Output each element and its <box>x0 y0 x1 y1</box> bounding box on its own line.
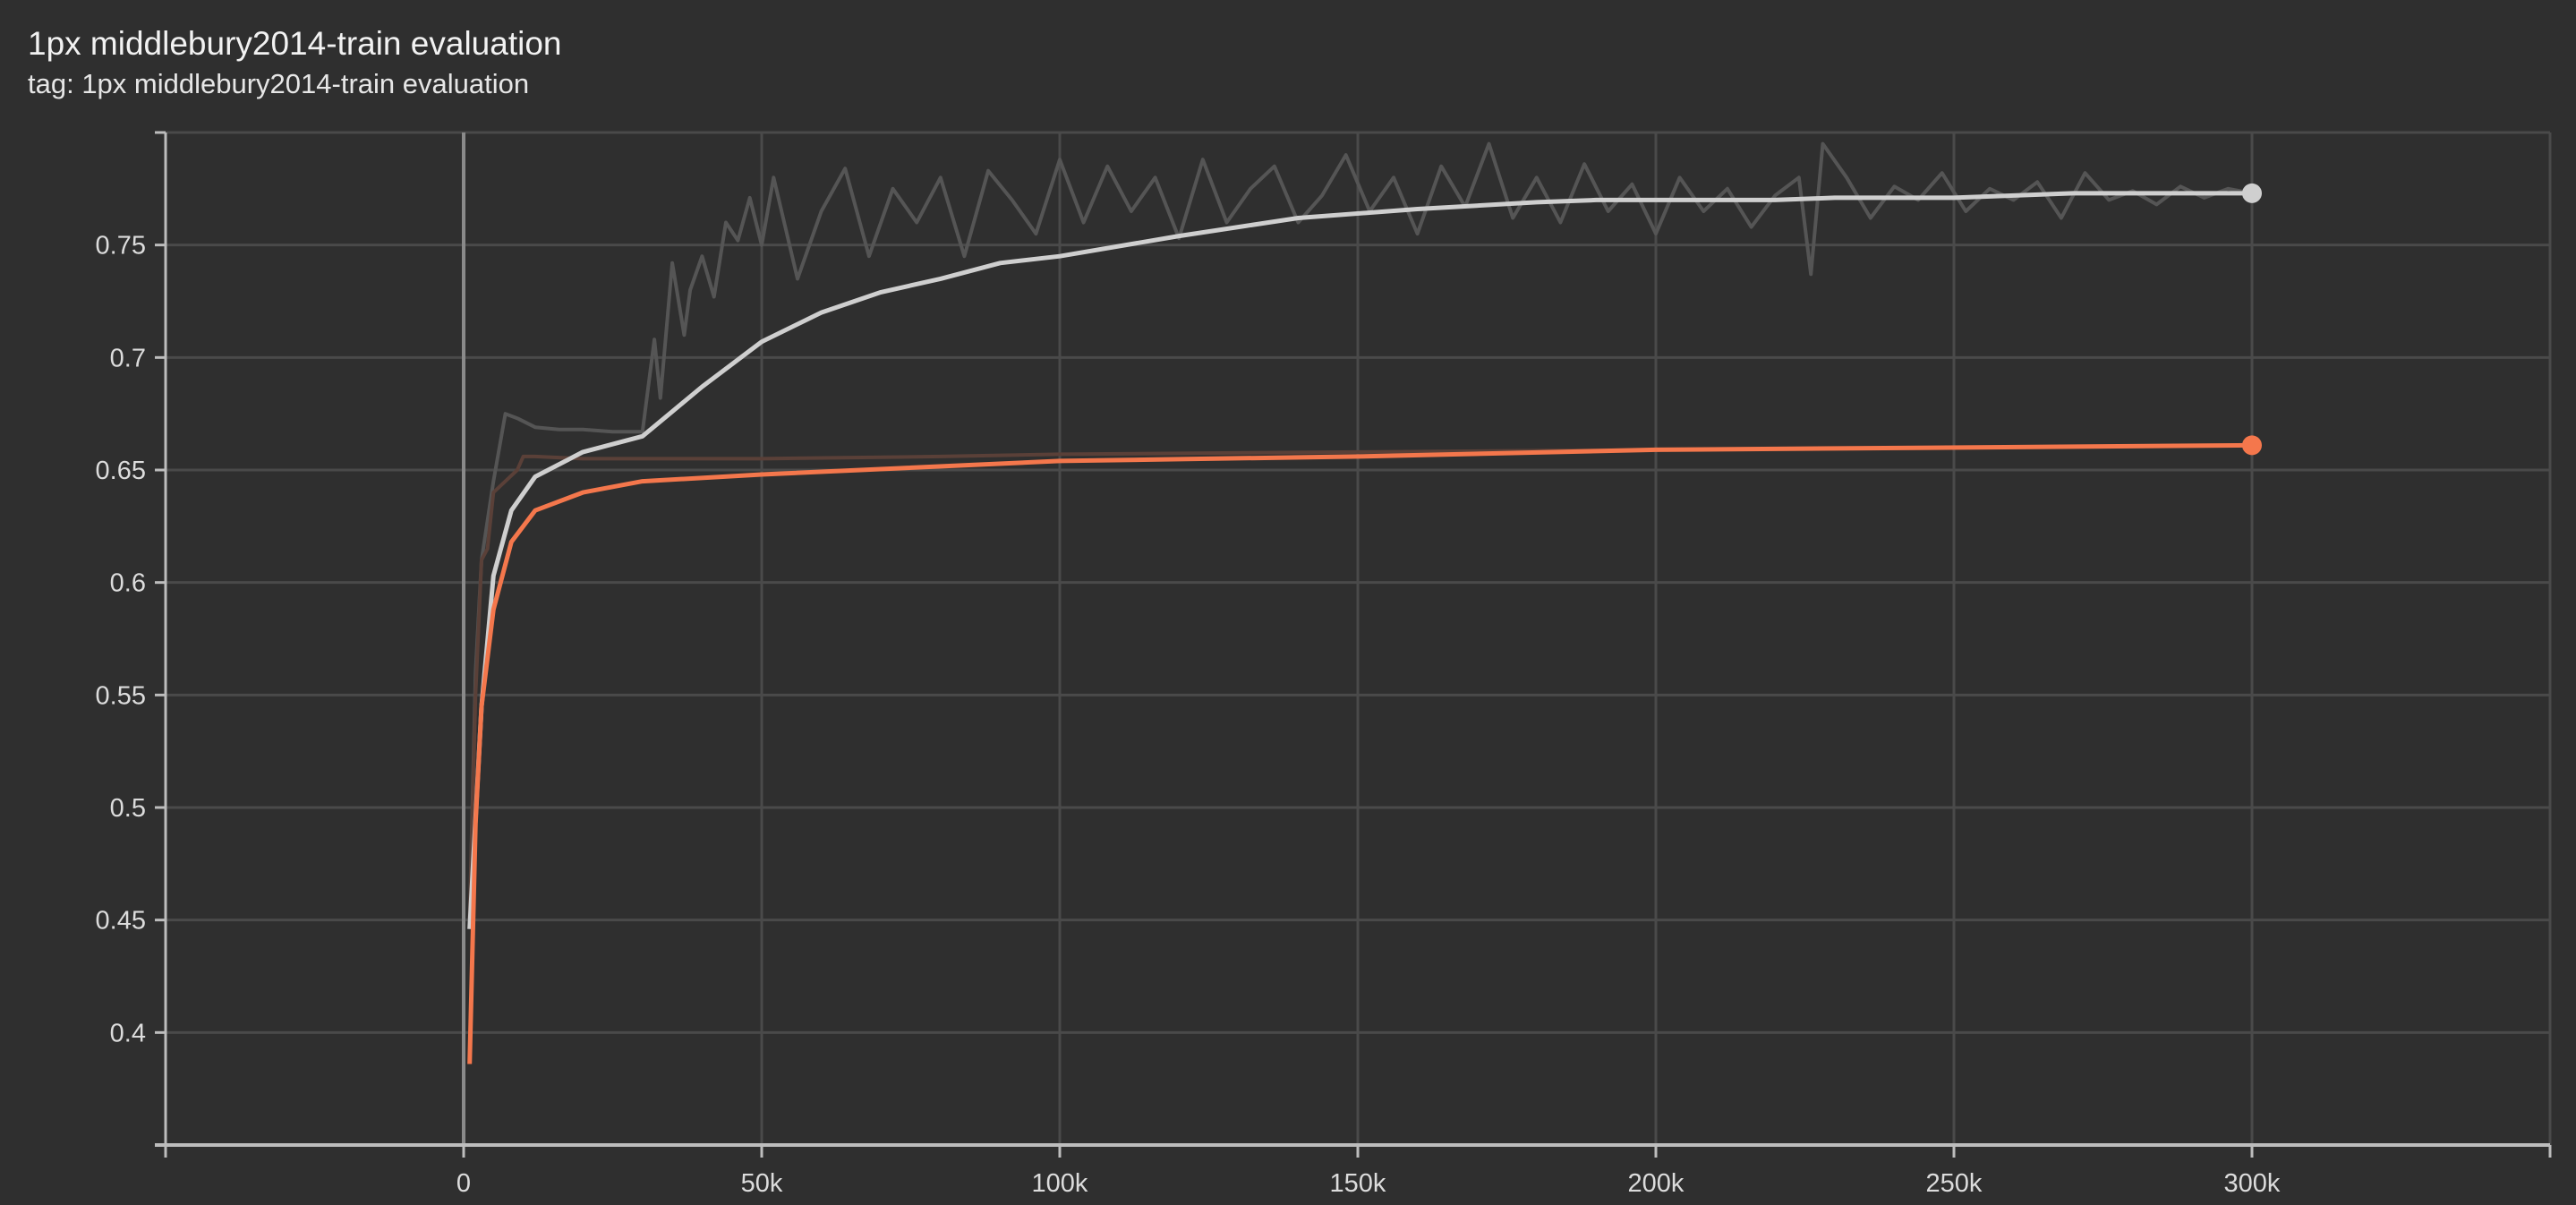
y-tick-label: 0.6 <box>110 569 146 598</box>
y-tick-label: 0.55 <box>96 681 146 710</box>
tick-labels: 0.4 0.45 0.5 0.55 0.6 0.65 0.7 0.75 0 50k 100k 150k… <box>96 232 2281 1198</box>
x-tick-label: 200k <box>1628 1169 1685 1198</box>
series-end-marker <box>2242 183 2262 203</box>
grid <box>166 131 2552 1145</box>
x-tick-label: 150k <box>1330 1169 1386 1198</box>
raw-series-line <box>467 443 2253 920</box>
x-tick-label: 50k <box>741 1169 783 1198</box>
chart-title: 1px middlebury2014-train evaluation <box>28 25 562 62</box>
smoothed-series-line <box>467 191 2252 929</box>
chart-tag: tag: 1px middlebury2014-train evaluation <box>28 68 530 99</box>
x-tick-label: 300k <box>2224 1169 2281 1198</box>
series-lines <box>467 141 2262 1064</box>
x-tick-label: 0 <box>456 1169 471 1198</box>
y-tick-label: 0.65 <box>96 457 146 485</box>
y-tick-label: 0.45 <box>96 907 146 936</box>
raw-series-line <box>467 141 2253 920</box>
smoothed-series-line <box>467 442 2253 1064</box>
axes <box>155 131 2552 1158</box>
y-tick-label: 0.4 <box>110 1019 146 1047</box>
x-tick-label: 250k <box>1926 1169 1983 1198</box>
x-tick-label: 100k <box>1032 1169 1088 1198</box>
series-end-marker <box>2242 435 2262 456</box>
y-tick-label: 0.5 <box>110 794 146 823</box>
y-tick-label: 0.75 <box>96 232 146 261</box>
y-tick-label: 0.7 <box>110 344 146 372</box>
